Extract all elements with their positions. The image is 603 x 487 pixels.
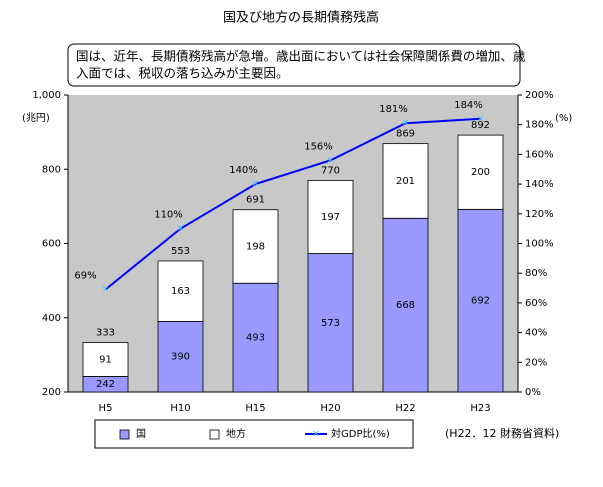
- y2-tick-label: 200%: [525, 90, 554, 101]
- y2-tick-label: 20%: [525, 357, 547, 368]
- bar-segment: [157, 321, 204, 393]
- y-tick-label: 600: [42, 239, 61, 250]
- legend-marker: ✕: [312, 430, 320, 440]
- marker: ✕: [327, 156, 335, 166]
- data-label: 573: [321, 318, 340, 329]
- total-label: 770: [321, 165, 340, 176]
- legend-swatch: [209, 429, 220, 440]
- legend: [94, 419, 414, 449]
- data-label: 110%: [154, 210, 183, 221]
- data-label: 163: [171, 286, 190, 297]
- data-label: 493: [246, 333, 265, 344]
- y-tick-label: 800: [42, 164, 61, 175]
- y2-tick-label: 100%: [525, 239, 554, 250]
- x-tick-label: H5: [99, 403, 113, 414]
- bar-segment: [307, 179, 354, 254]
- y2-tick-label: 120%: [525, 209, 554, 220]
- bar-segment: [157, 260, 204, 322]
- legend-label: 対GDP比(%): [331, 427, 390, 440]
- chart-title: 国及び地方の長期債務残高: [223, 10, 379, 26]
- x-tick-label: H15: [245, 403, 265, 414]
- y2-tick-label: 160%: [525, 149, 554, 160]
- legend-swatch: [119, 429, 130, 440]
- marker: ✕: [102, 285, 110, 295]
- source-note: (H22．12 財務省資料): [445, 426, 559, 440]
- total-label: 869: [396, 129, 415, 140]
- bar-segment: [457, 208, 504, 393]
- data-label: 140%: [229, 165, 258, 176]
- data-label: 181%: [379, 104, 408, 115]
- y2-tick-label: 180%: [525, 120, 554, 131]
- annotation: 入面では、税収の落ち込みが主要因。: [76, 66, 289, 81]
- data-label: 242: [96, 379, 115, 390]
- bar-segment: [382, 217, 429, 393]
- y-axis-label: (兆円): [22, 112, 50, 124]
- y-tick-label: 1,000: [32, 90, 61, 101]
- y2-tick-label: 140%: [525, 179, 554, 190]
- marker: ✕: [477, 114, 485, 124]
- marker: ✕: [252, 180, 260, 190]
- data-label: 201: [396, 176, 415, 187]
- marker: ✕: [402, 119, 410, 129]
- y2-tick-label: 0%: [525, 387, 541, 398]
- data-label: 200: [471, 167, 490, 178]
- plot-area: [68, 95, 518, 392]
- data-label: 390: [171, 352, 190, 363]
- legend-label: 地方: [226, 427, 246, 440]
- x-tick-label: H10: [170, 403, 190, 414]
- data-label: 198: [246, 241, 265, 252]
- annotation: 国は、近年、長期債務残高が急増。歳出面においては社会保障関係費の増加、歳: [76, 49, 526, 64]
- data-label: 91: [99, 355, 112, 366]
- line: [104, 117, 481, 291]
- y-tick-label: 400: [42, 313, 61, 324]
- data-label: 156%: [304, 141, 333, 152]
- x-tick-label: H22: [395, 403, 415, 414]
- y-tick-label: 200: [42, 387, 61, 398]
- bar-segment: [457, 134, 504, 210]
- total-label: 892: [471, 120, 490, 131]
- annotation-box: [67, 43, 521, 87]
- data-label: 692: [471, 296, 490, 307]
- bar-segment: [307, 253, 354, 393]
- data-label: 184%: [454, 100, 483, 111]
- x-tick-label: H23: [470, 403, 490, 414]
- y2-axis-label: (%): [555, 113, 572, 124]
- bar-segment: [232, 282, 279, 393]
- data-label: 668: [396, 300, 415, 311]
- y2-tick-label: 60%: [525, 298, 547, 309]
- bar-segment: [232, 209, 279, 284]
- x-tick-label: H20: [320, 403, 340, 414]
- y2-tick-label: 40%: [525, 328, 547, 339]
- bar-segment: [82, 342, 129, 377]
- data-label: 197: [321, 212, 340, 223]
- total-label: 553: [171, 246, 190, 257]
- total-label: 691: [246, 195, 265, 206]
- legend-label: 国: [136, 428, 146, 440]
- marker: ✕: [177, 224, 185, 234]
- data-label: 69%: [74, 271, 96, 282]
- y2-tick-label: 80%: [525, 268, 547, 279]
- total-label: 333: [96, 328, 115, 339]
- bar-segment: [382, 143, 429, 219]
